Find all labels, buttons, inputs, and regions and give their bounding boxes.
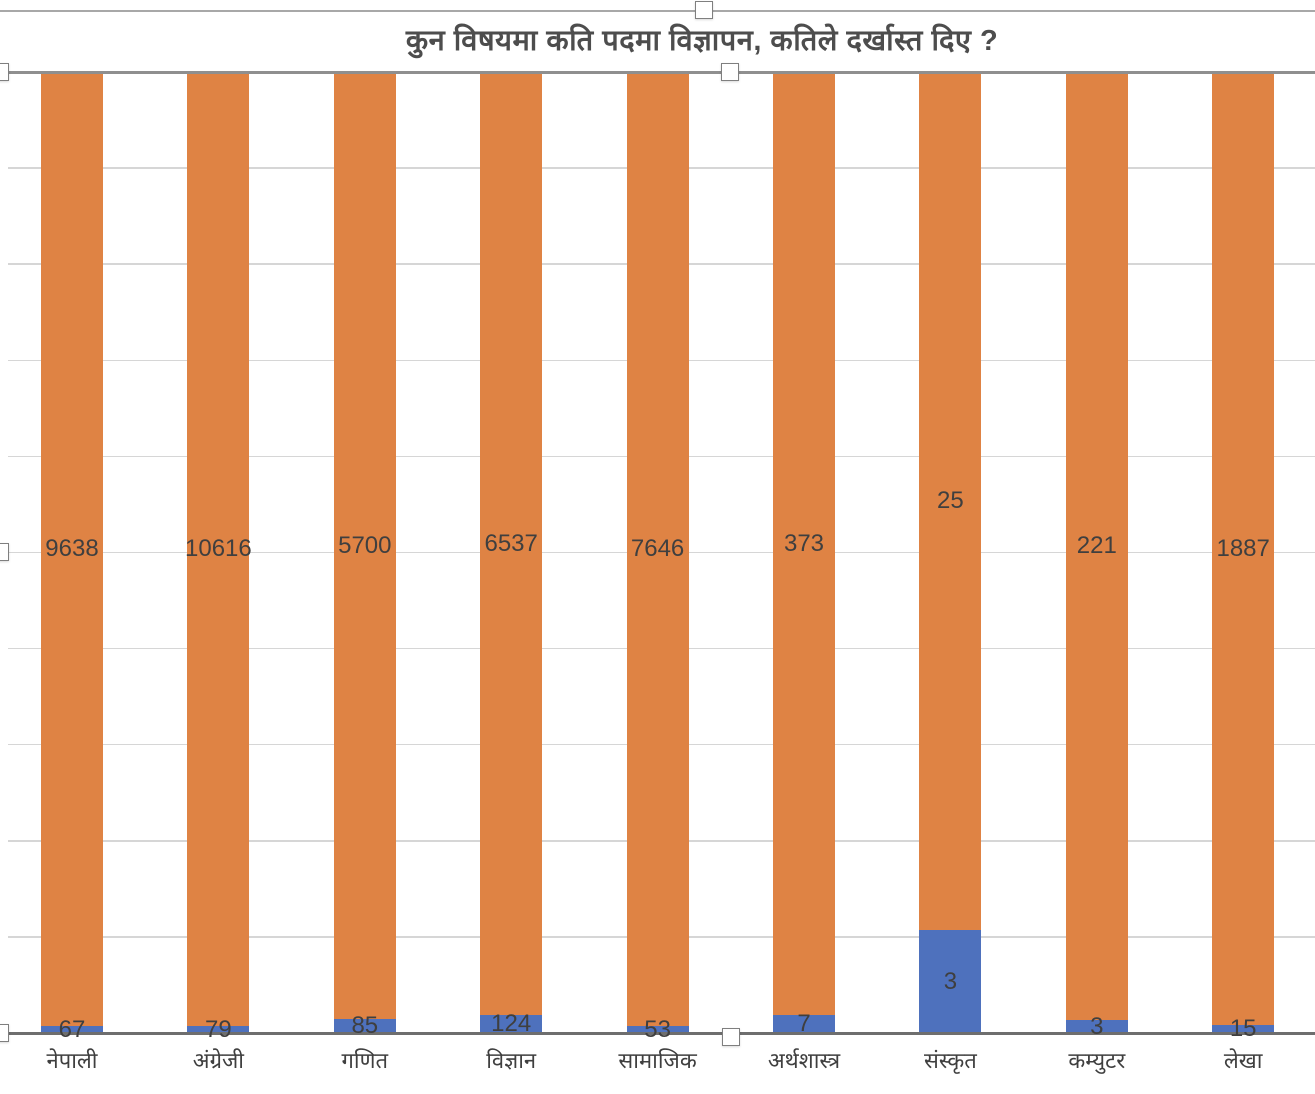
selection-handle-plot-left-center[interactable] (0, 543, 9, 561)
data-label-orange: 221 (1076, 532, 1117, 559)
data-label-blue: 3 (943, 967, 958, 995)
data-label-blue: 85 (351, 1012, 379, 1039)
selection-handle-chart-top-center[interactable] (695, 1, 713, 19)
bar-segment-blue-4[interactable] (480, 1015, 543, 1033)
selection-handle-plot-top-center[interactable] (721, 63, 739, 81)
selection-handle-plot-bottom-center[interactable] (722, 1028, 740, 1046)
bar-segment-blue-2[interactable] (187, 1026, 250, 1033)
chart-border-top (0, 10, 1315, 12)
bar-segment-blue-8[interactable] (1065, 1020, 1128, 1033)
bar-segment-blue-6[interactable] (773, 1015, 835, 1033)
bar-segment-blue-1[interactable] (41, 1026, 103, 1033)
category-label-2: अंग्रेजी (192, 1048, 245, 1073)
data-label-orange: 25 (937, 487, 964, 514)
bar-segment-blue-5[interactable] (626, 1026, 689, 1033)
category-label-5: सामाजिक (618, 1048, 697, 1073)
bar-segment-orange-1[interactable] (41, 72, 103, 1026)
x-axis-line (0, 1032, 1315, 1035)
bar-segment-orange-9[interactable] (1212, 72, 1275, 1025)
bar-segment-orange-2[interactable] (187, 72, 250, 1026)
data-label-blue: 79 (205, 1015, 232, 1043)
bar-segment-orange-4[interactable] (480, 72, 543, 1015)
selection-handle-plot-top-left[interactable] (0, 63, 9, 81)
category-label-3: गणित (341, 1048, 389, 1073)
bar-segment-orange-3[interactable] (333, 72, 396, 1019)
data-label-blue: 3 (1090, 1012, 1104, 1040)
data-label-orange: 7646 (630, 535, 685, 562)
bar-segment-blue-7[interactable] (919, 930, 982, 1033)
data-label-orange: 1887 (1216, 534, 1270, 562)
bar-segment-blue-9[interactable] (1212, 1025, 1275, 1033)
bar-segment-orange-6[interactable] (773, 72, 835, 1015)
data-label-orange: 6537 (484, 529, 538, 557)
data-label-blue: 124 (491, 1010, 532, 1037)
data-label-blue: 53 (644, 1015, 671, 1043)
category-label-1: नेपाली (46, 1048, 98, 1073)
bar-segment-blue-3[interactable] (333, 1019, 396, 1033)
bar-segment-orange-5[interactable] (626, 72, 689, 1026)
data-label-orange: 10616 (185, 535, 252, 562)
data-label-orange: 5700 (338, 531, 392, 559)
data-label-blue: 15 (1229, 1015, 1257, 1042)
category-label-7: संस्कृत (923, 1048, 977, 1073)
category-label-8: कम्युटर (1068, 1048, 1126, 1073)
chart-title[interactable]: कुन विषयमा कति पदमा विज्ञापन, कतिले दर्ख… (405, 25, 999, 57)
selection-handle-plot-bottom-left[interactable] (0, 1024, 9, 1042)
plot-top-gridline (0, 71, 1315, 74)
data-label-orange: 9638 (45, 535, 99, 562)
bar-segment-orange-8[interactable] (1065, 72, 1128, 1020)
data-label-blue: 7 (797, 1010, 811, 1037)
bar-segment-orange-7[interactable] (919, 72, 982, 930)
data-label-orange: 373 (783, 529, 825, 557)
category-label-4: विज्ञान (486, 1048, 537, 1073)
data-label-blue: 67 (58, 1015, 86, 1043)
category-label-6: अर्थशास्त्र (767, 1048, 841, 1073)
category-label-9: लेखा (1223, 1048, 1263, 1073)
